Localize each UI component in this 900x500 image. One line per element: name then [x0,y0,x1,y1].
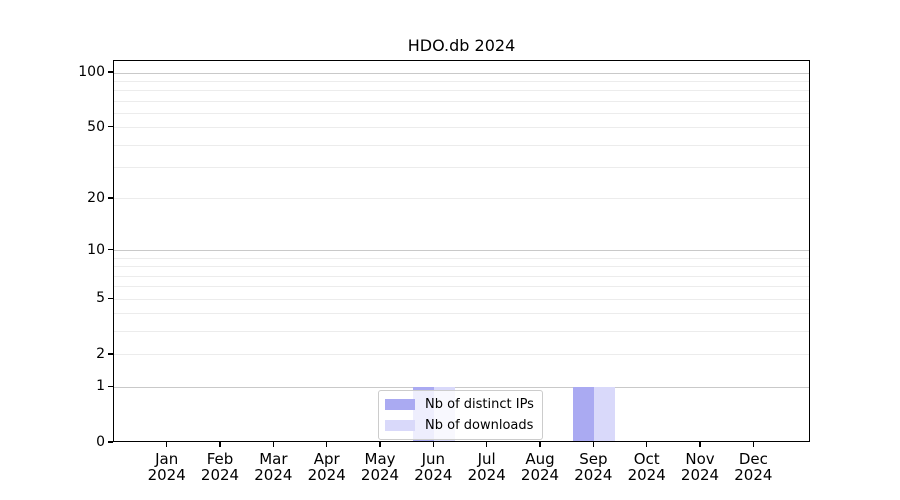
x-tick-month: Jun [421,450,446,468]
x-axis-tick [752,442,755,447]
x-tick-year: 2024 [680,466,720,484]
y-tick-label: 10 [87,241,105,258]
x-tick-month: Nov [685,450,715,468]
x-tick-month: Aug [525,450,555,468]
gridline-minor [114,286,809,288]
legend-row-downloads: Nb of downloads [385,417,534,434]
x-tick-label: Aug 2024 [508,451,572,483]
x-tick-label: Nov 2024 [668,451,732,483]
x-tick-label: May 2024 [348,451,412,483]
x-tick-year: 2024 [414,466,453,484]
legend-swatch-1 [385,420,415,431]
y-axis-tick [108,297,113,300]
x-tick-year: 2024 [360,466,400,484]
x-axis-tick [325,442,328,447]
gridline-minor [114,313,809,315]
x-axis-tick [272,442,275,447]
x-axis-tick [379,442,381,447]
x-tick-label: Jun 2024 [401,451,465,483]
y-tick-label: 5 [96,290,105,307]
x-tick-label: Feb 2024 [188,451,252,483]
x-axis-tick [432,442,435,447]
x-axis-tick [645,442,648,447]
legend: Nb of distinct IPs Nb of downloads [378,390,543,440]
x-tick-label: Dec 2024 [721,451,785,483]
x-tick-year: 2024 [574,466,613,484]
y-tick-label: 50 [87,118,105,135]
x-tick-month: May [364,450,396,468]
x-tick-month: Mar [259,450,288,468]
gridline-minor [114,331,809,333]
y-axis-tick [108,353,113,355]
y-tick-label: 1 [96,378,105,395]
legend-label-distinct-ips: Nb of distinct IPs [425,397,534,412]
x-tick-label: Jul 2024 [455,451,519,483]
x-tick-year: 2024 [200,466,240,484]
x-tick-month: Oct [633,450,660,468]
legend-swatch-0 [385,399,415,410]
gridline-minor [114,266,809,268]
gridline-minor [114,167,809,169]
x-axis-tick [485,442,488,447]
x-tick-month: Jan [155,450,179,468]
x-tick-label: Mar 2024 [241,451,305,483]
x-axis-tick [592,442,595,447]
x-tick-month: Jul [477,450,496,468]
gridline-minor [114,90,809,92]
gridline-minor [114,80,809,82]
plot-area [113,60,810,442]
x-tick-label: Oct 2024 [615,451,679,483]
bar-downloads [594,387,616,441]
gridline-minor [114,257,809,259]
x-tick-label: Apr 2024 [295,451,359,483]
x-tick-month: Sep [579,450,608,468]
y-axis-tick [108,385,113,388]
y-axis-tick [108,126,113,128]
x-tick-month: Apr [313,450,340,468]
gridline-minor [114,144,809,146]
x-tick-year: 2024 [147,466,186,484]
gridline-major [114,386,809,388]
x-tick-year: 2024 [254,466,293,484]
gridline-minor [114,198,809,200]
y-tick-label: 20 [87,189,105,206]
x-tick-year: 2024 [307,466,346,484]
gridline-minor [114,275,809,277]
y-axis-tick [108,249,113,251]
legend-row-distinct-ips: Nb of distinct IPs [385,396,534,413]
x-tick-month: Feb [206,450,234,468]
y-tick-label: 100 [78,64,105,80]
x-axis-tick [219,442,221,447]
y-tick-label: 0 [96,434,105,450]
gridline-major [114,250,809,252]
x-axis-tick [699,442,701,447]
legend-label-downloads: Nb of downloads [425,418,534,433]
x-axis-tick [166,442,168,447]
gridline-minor [114,112,809,114]
x-tick-month: Dec [738,450,768,468]
gridline-minor [114,298,809,300]
y-axis-tick [108,197,113,199]
x-tick-label: Sep 2024 [561,451,625,483]
gridline-minor [114,354,809,356]
bar-distinct-ips [573,387,595,441]
y-axis-tick [108,441,113,443]
x-tick-year: 2024 [627,466,666,484]
y-axis-tick [108,71,113,73]
x-tick-year: 2024 [467,466,506,484]
gridline-minor [114,100,809,102]
gridline-minor [114,127,809,129]
x-tick-year: 2024 [734,466,773,484]
y-tick-label: 2 [96,345,105,362]
x-tick-year: 2024 [520,466,560,484]
x-tick-label: Jan 2024 [135,451,199,483]
chart-title: HDO.db 2024 [407,36,516,55]
gridline-major [114,72,809,74]
x-axis-tick [539,442,541,447]
